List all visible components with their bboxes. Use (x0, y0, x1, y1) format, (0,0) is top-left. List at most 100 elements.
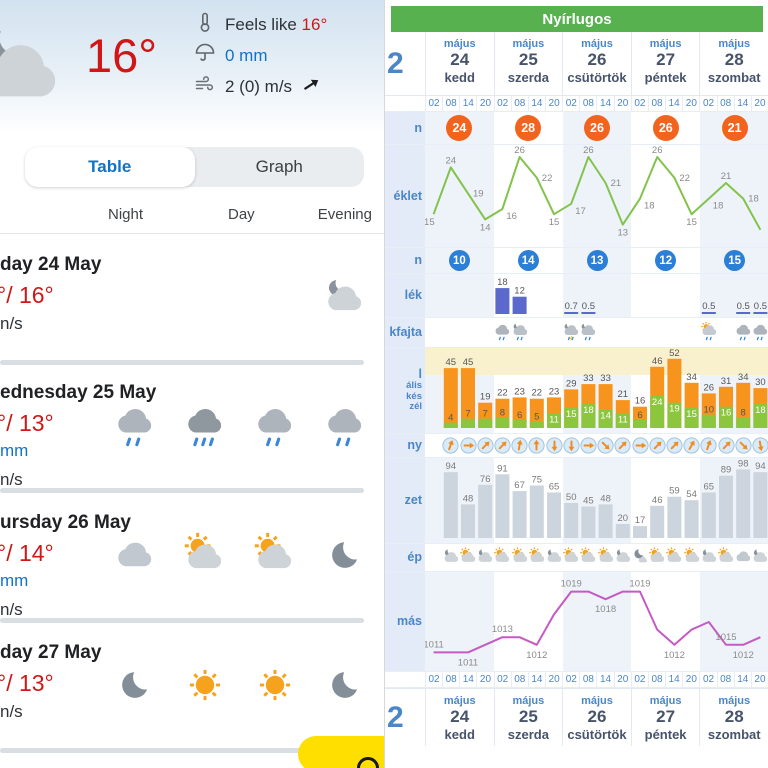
day-wind: n/s (0, 702, 23, 721)
month-label: május (718, 38, 751, 50)
time-label: 14 (596, 96, 613, 111)
precipitation-now: 0 mm (225, 45, 268, 65)
wind-icon (194, 73, 216, 100)
svg-text:22: 22 (532, 388, 543, 399)
svg-text:1019: 1019 (561, 579, 582, 590)
svg-text:23: 23 (514, 386, 525, 397)
svg-text:0.5: 0.5 (582, 301, 595, 312)
wind-direction-icon (511, 437, 528, 457)
time-label: 02 (424, 96, 442, 111)
row-label-min: n (385, 248, 425, 273)
svg-text:10: 10 (704, 405, 715, 416)
day-header-cell: május 25 szerda (493, 689, 563, 746)
svg-text:0.5: 0.5 (737, 301, 750, 312)
row-label-temperature: éklet (385, 145, 425, 247)
location-header: Nyírlugos (391, 6, 763, 32)
day-header-bottom: 2 május 24 kedd május 25 szerda május 26 csütörtö… (385, 688, 768, 746)
rain-heavy-icon (182, 402, 228, 453)
svg-text:14: 14 (480, 222, 491, 233)
time-label: 02 (699, 96, 716, 111)
wind-direction-icon (580, 437, 597, 457)
sun-cloud-icon (717, 547, 736, 571)
time-label: 14 (596, 672, 613, 687)
svg-text:14: 14 (600, 410, 611, 421)
time-label: 14 (527, 672, 545, 687)
month-label: május (443, 695, 476, 707)
svg-text:6: 6 (637, 410, 642, 421)
svg-text:15: 15 (566, 409, 577, 420)
weekday-label: csütörtök (567, 70, 627, 85)
day-header-cell: május 26 csütörtök (562, 689, 631, 746)
sun-cloud-icon (597, 547, 616, 571)
tab-table[interactable]: Table (25, 147, 195, 187)
row-label-max: n (385, 112, 425, 144)
svg-text:6: 6 (517, 410, 522, 421)
precipitation-chart: 18 12 0.7 0.5 0.5 0.5 0.5 (425, 274, 768, 317)
svg-text:1019: 1019 (629, 579, 650, 590)
svg-text:11: 11 (618, 414, 628, 425)
time-row-bottom: 02 08 14 20 02 08 14 20 02 08 14 20 02 08 14 20 02 08 14 20 (385, 672, 768, 688)
floating-action-button[interactable] (298, 736, 384, 768)
svg-text:19: 19 (669, 404, 680, 415)
tab-graph[interactable]: Graph (255, 157, 303, 176)
svg-text:22: 22 (497, 388, 508, 399)
wind-label-line2: ális (406, 380, 422, 392)
time-label: 14 (459, 96, 476, 111)
sky-icons-row (425, 544, 768, 571)
svg-text:21: 21 (618, 389, 629, 400)
svg-text:59: 59 (669, 486, 680, 497)
moon-cloud-icon (751, 547, 768, 571)
day-header-cell: május 27 péntek (630, 32, 700, 95)
time-label: 20 (613, 672, 631, 687)
wind-direction-icon (717, 437, 735, 457)
moon-cloud-icon (442, 547, 461, 571)
day-wind: n/s (0, 600, 23, 619)
wind-direction-icon (528, 437, 545, 457)
column-tint (700, 572, 768, 671)
day-temps: °/ 13° (0, 410, 54, 436)
svg-text:18: 18 (755, 405, 766, 416)
svg-text:18: 18 (497, 277, 508, 288)
day-number: 28 (724, 707, 744, 726)
daily-min-row: 10 14 13 12 15 (425, 248, 768, 273)
prev-day-stub: 2 (387, 46, 404, 80)
svg-text:98: 98 (738, 458, 749, 469)
rain-icon (112, 402, 158, 453)
svg-text:20: 20 (618, 513, 629, 524)
wind-direction-icon (735, 437, 752, 457)
svg-text:15: 15 (425, 217, 435, 228)
column-day: Day (228, 206, 255, 223)
column-tint (425, 572, 494, 671)
rain-icon (751, 322, 768, 346)
moon-cloud-icon (700, 547, 719, 571)
svg-text:46: 46 (652, 495, 663, 506)
svg-text:34: 34 (686, 372, 697, 383)
svg-text:89: 89 (721, 465, 732, 476)
svg-text:18: 18 (713, 201, 724, 212)
current-temperature: 16° (86, 29, 158, 82)
svg-text:24: 24 (652, 397, 663, 408)
max-temp-badge: 26 (652, 115, 679, 141)
wind-direction-icon (545, 437, 563, 457)
svg-text:48: 48 (600, 493, 611, 504)
time-label: 14 (733, 672, 751, 687)
svg-text:94: 94 (446, 461, 457, 472)
month-label: május (512, 695, 545, 707)
column-evening: Evening (317, 206, 372, 223)
time-label: 02 (630, 96, 648, 111)
svg-text:15: 15 (686, 409, 697, 420)
svg-text:18: 18 (748, 194, 759, 205)
weekday-label: szerda (507, 727, 549, 742)
sun-cloud-icon (528, 547, 547, 571)
svg-text:76: 76 (480, 474, 491, 485)
max-temp-badge: 24 (446, 115, 473, 141)
day-header-cell: május 28 szombat (699, 32, 768, 95)
time-label: 20 (750, 672, 768, 687)
moon-rain-icon (511, 322, 530, 346)
cloudiness-chart: 94 48 76 91 67 75 65 50 45 48 20 17 46 59 54 65 89 98 94 (425, 458, 768, 543)
month-label: május (581, 695, 613, 707)
wind-direction-icon (752, 437, 768, 457)
sun-cloud-icon (562, 547, 581, 571)
svg-text:54: 54 (686, 489, 697, 500)
